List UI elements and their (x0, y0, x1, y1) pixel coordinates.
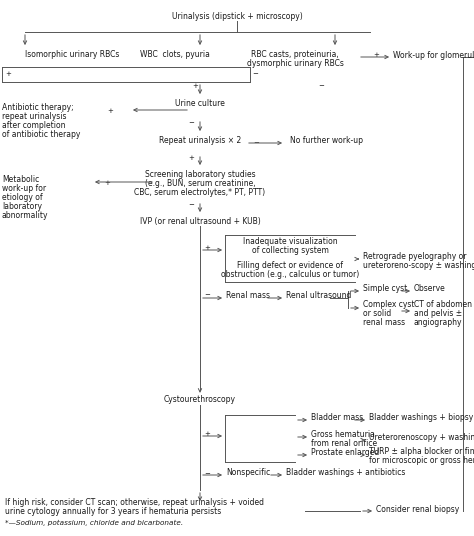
Text: etiology of: etiology of (2, 193, 43, 202)
Text: repeat urinalysis: repeat urinalysis (2, 112, 66, 121)
Text: If high risk, consider CT scan; otherwise, repeat urinalysis + voided: If high risk, consider CT scan; otherwis… (5, 498, 264, 507)
Text: TURP ± alpha blocker or finasteride (Proscar)°°: TURP ± alpha blocker or finasteride (Pro… (369, 447, 474, 456)
Text: −: − (318, 83, 324, 89)
Text: after completion: after completion (2, 121, 65, 130)
Text: Observe: Observe (414, 284, 446, 293)
Text: of collecting system: of collecting system (252, 246, 328, 255)
Text: +: + (5, 71, 11, 77)
Text: +: + (107, 108, 113, 114)
Text: −: − (204, 471, 210, 477)
Text: Repeat urinalysis × 2: Repeat urinalysis × 2 (159, 136, 241, 145)
Text: dysmorphic urinary RBCs: dysmorphic urinary RBCs (246, 59, 344, 68)
Text: Nonspecific: Nonspecific (226, 468, 270, 477)
Text: and pelvis ±: and pelvis ± (414, 309, 462, 318)
Text: Urinalysis (dipstick + microscopy): Urinalysis (dipstick + microscopy) (172, 12, 302, 21)
Text: No further work-up: No further work-up (290, 136, 363, 145)
Text: −: − (253, 140, 259, 146)
Text: Screening laboratory studies: Screening laboratory studies (145, 170, 255, 179)
Text: −: − (252, 71, 258, 77)
Text: Bladder washings + antibiotics: Bladder washings + antibiotics (286, 468, 405, 477)
Text: Work-up for glomerular disease: Work-up for glomerular disease (393, 50, 474, 59)
Text: ureteroreno­scopy ± washings and biopsy: ureteroreno­scopy ± washings and biopsy (363, 261, 474, 270)
Text: from renal orifice: from renal orifice (311, 439, 377, 448)
Text: Antibiotic therapy;: Antibiotic therapy; (2, 103, 73, 112)
Text: Renal mass: Renal mass (226, 291, 270, 300)
Text: urine cytology annually for 3 years if hematuria persists: urine cytology annually for 3 years if h… (5, 507, 221, 516)
Text: Cystourethroscopy: Cystourethroscopy (164, 395, 236, 404)
Text: Retrograde pyelography or: Retrograde pyelography or (363, 252, 466, 261)
Text: +: + (204, 245, 210, 251)
Text: laboratory: laboratory (2, 202, 42, 211)
Text: for microscopic or gross hematuria: for microscopic or gross hematuria (369, 456, 474, 465)
Text: Urine culture: Urine culture (175, 99, 225, 108)
Text: Prostate enlarged: Prostate enlarged (311, 448, 379, 457)
Text: Ureterorenoscopy + washings ± biopsy: Ureterorenoscopy + washings ± biopsy (369, 433, 474, 442)
Text: +: + (204, 431, 210, 437)
Text: Simple cyst: Simple cyst (363, 284, 407, 293)
Text: *—Sodium, potassium, chloride and bicarbonate.: *—Sodium, potassium, chloride and bicarb… (5, 520, 183, 526)
Text: Bladder washings + biopsy: Bladder washings + biopsy (369, 413, 473, 422)
Text: Filling defect or evidence of: Filling defect or evidence of (237, 261, 343, 270)
Text: +: + (104, 180, 110, 186)
Text: +: + (188, 155, 194, 161)
Text: Inadequate visualization: Inadequate visualization (243, 237, 337, 246)
Text: or solid: or solid (363, 309, 391, 318)
Text: CBC, serum electrolytes,* PT, PTT): CBC, serum electrolytes,* PT, PTT) (135, 188, 265, 197)
Text: Isomorphic urinary RBCs: Isomorphic urinary RBCs (25, 50, 119, 59)
Text: −: − (204, 292, 210, 298)
Text: Gross hematuria: Gross hematuria (311, 430, 375, 439)
Text: −: − (188, 120, 194, 126)
Text: +: + (192, 83, 198, 89)
Text: angiography: angiography (414, 318, 463, 327)
Text: Consider renal biopsy: Consider renal biopsy (376, 505, 459, 514)
Text: +: + (373, 52, 379, 58)
Text: IVP (or renal ultrasound + KUB): IVP (or renal ultrasound + KUB) (140, 217, 260, 226)
Text: WBC  clots, pyuria: WBC clots, pyuria (140, 50, 210, 59)
Text: RBC casts, proteinuria,: RBC casts, proteinuria, (251, 50, 339, 59)
Text: (e.g., BUN, serum creatinine,: (e.g., BUN, serum creatinine, (145, 179, 255, 188)
Text: CT of abdomen: CT of abdomen (414, 300, 472, 309)
Text: Bladder mass: Bladder mass (311, 413, 363, 422)
Text: Renal ultrasound: Renal ultrasound (286, 291, 351, 300)
Text: abnormality: abnormality (2, 211, 48, 220)
Text: −: − (188, 202, 194, 208)
Text: Complex cyst: Complex cyst (363, 300, 414, 309)
Text: of antibiotic therapy: of antibiotic therapy (2, 130, 81, 139)
Text: Metabolic: Metabolic (2, 175, 39, 184)
Text: obstruction (e.g., calculus or tumor): obstruction (e.g., calculus or tumor) (221, 270, 359, 279)
Text: work-up for: work-up for (2, 184, 46, 193)
Text: renal mass: renal mass (363, 318, 405, 327)
